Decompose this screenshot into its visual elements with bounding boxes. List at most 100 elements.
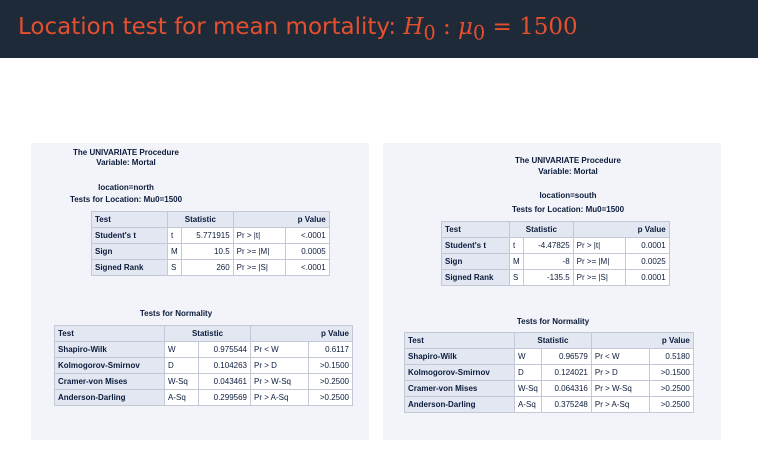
pvalue-label: Pr >= |S| bbox=[232, 259, 286, 276]
group-label: location=north bbox=[98, 183, 154, 192]
statistic-value: 5.771915 bbox=[180, 227, 234, 244]
col-header-test: Test bbox=[441, 221, 510, 238]
normality-tests-table: Test Statistic p Value Shapiro-Wilk W 0.… bbox=[54, 325, 353, 406]
panel-north: The UNIVARIATE Procedure Variable: Morta… bbox=[31, 143, 369, 440]
pvalue-label: Pr >= |M| bbox=[232, 243, 286, 260]
statistic-value: 0.975544 bbox=[198, 341, 251, 358]
test-name: Anderson-Darling bbox=[404, 396, 515, 413]
table-header-row: Test Statistic p Value bbox=[91, 211, 330, 228]
table-row: Signed Rank S -135.5 Pr >= |S| 0.0001 bbox=[441, 269, 670, 286]
table-row: Anderson-Darling A-Sq 0.375248 Pr > A-Sq… bbox=[404, 396, 694, 413]
col-header-statistic: Statistic bbox=[509, 221, 574, 238]
title-bar: Location test for mean mortality: H0 : μ… bbox=[0, 0, 758, 58]
math-equals: = bbox=[492, 14, 512, 40]
table-row: Sign M 10.5 Pr >= |M| 0.0005 bbox=[91, 243, 330, 260]
statistic-value: 260 bbox=[180, 259, 234, 276]
pvalue-label: Pr < W bbox=[590, 348, 650, 365]
table-row: Shapiro-Wilk W 0.96579 Pr < W 0.5180 bbox=[404, 348, 694, 365]
test-name: Anderson-Darling bbox=[54, 389, 165, 406]
statistic-value: 0.043461 bbox=[198, 373, 251, 390]
math-h: H bbox=[403, 14, 424, 40]
col-header-pvalue: p Value bbox=[232, 211, 330, 228]
col-header-pvalue: p Value bbox=[590, 332, 694, 349]
col-header-statistic: Statistic bbox=[164, 325, 251, 342]
statistic-value: 0.96579 bbox=[540, 348, 592, 365]
pvalue: 0.0001 bbox=[624, 269, 670, 286]
pvalue-label: Pr > A-Sq bbox=[250, 389, 309, 406]
location-tests-table: Test Statistic p Value Student's t t -4.… bbox=[441, 221, 670, 286]
test-symbol: W-Sq bbox=[514, 380, 542, 397]
test-name: Signed Rank bbox=[91, 259, 168, 276]
statistic-value: 10.5 bbox=[180, 243, 234, 260]
statistic-value: 0.299569 bbox=[198, 389, 251, 406]
pvalue-label: Pr < W bbox=[250, 341, 309, 358]
table-row: Shapiro-Wilk W 0.975544 Pr < W 0.6117 bbox=[54, 341, 353, 358]
test-name: Shapiro-Wilk bbox=[404, 348, 515, 365]
pvalue: <.0001 bbox=[284, 227, 330, 244]
pvalue: 0.0005 bbox=[284, 243, 330, 260]
table-row: Kolmogorov-Smirnov D 0.104263 Pr > D >0.… bbox=[54, 357, 353, 374]
col-header-test: Test bbox=[54, 325, 165, 342]
test-symbol: S bbox=[509, 269, 524, 286]
normality-table-title: Tests for Normality bbox=[516, 317, 590, 326]
table-header-row: Test Statistic p Value bbox=[404, 332, 694, 349]
col-header-statistic: Statistic bbox=[167, 211, 234, 228]
test-symbol: A-Sq bbox=[514, 396, 542, 413]
test-name: Signed Rank bbox=[441, 269, 510, 286]
test-symbol: W-Sq bbox=[164, 373, 199, 390]
pvalue-label: Pr > A-Sq bbox=[590, 396, 650, 413]
pvalue: >0.2500 bbox=[648, 380, 694, 397]
pvalue: 0.5180 bbox=[648, 348, 694, 365]
test-name: Cramer-von Mises bbox=[404, 380, 515, 397]
col-header-test: Test bbox=[91, 211, 168, 228]
test-symbol: A-Sq bbox=[164, 389, 199, 406]
panel-south: The UNIVARIATE Procedure Variable: Morta… bbox=[383, 143, 721, 440]
pvalue-label: Pr > W-Sq bbox=[250, 373, 309, 390]
table-row: Student's t t -4.47825 Pr > |t| 0.0001 bbox=[441, 237, 670, 254]
test-symbol: t bbox=[167, 227, 182, 244]
test-symbol: W bbox=[514, 348, 542, 365]
location-table-title: Tests for Location: Mu0=1500 bbox=[69, 195, 183, 204]
math-value: 1500 bbox=[519, 14, 578, 40]
variable-label: Variable: Mortal bbox=[538, 167, 598, 176]
table-header-row: Test Statistic p Value bbox=[441, 221, 670, 238]
test-symbol: D bbox=[514, 364, 542, 381]
table-row: Anderson-Darling A-Sq 0.299569 Pr > A-Sq… bbox=[54, 389, 353, 406]
table-row: Student's t t 5.771915 Pr > |t| <.0001 bbox=[91, 227, 330, 244]
test-symbol: S bbox=[167, 259, 182, 276]
slide-title: Location test for mean mortality: H0 : μ… bbox=[18, 14, 578, 45]
pvalue: >0.1500 bbox=[648, 364, 694, 381]
test-name: Sign bbox=[441, 253, 510, 270]
test-symbol: W bbox=[164, 341, 199, 358]
table-row: Signed Rank S 260 Pr >= |S| <.0001 bbox=[91, 259, 330, 276]
pvalue: <.0001 bbox=[284, 259, 330, 276]
table-row: Kolmogorov-Smirnov D 0.124021 Pr > D >0.… bbox=[404, 364, 694, 381]
pvalue: >0.2500 bbox=[648, 396, 694, 413]
pvalue: >0.1500 bbox=[308, 357, 353, 374]
normality-tests-table: Test Statistic p Value Shapiro-Wilk W 0.… bbox=[404, 332, 694, 413]
location-table-title: Tests for Location: Mu0=1500 bbox=[511, 205, 625, 214]
table-row: Cramer-von Mises W-Sq 0.064316 Pr > W-Sq… bbox=[404, 380, 694, 397]
pvalue-label: Pr > D bbox=[590, 364, 650, 381]
test-name: Student's t bbox=[91, 227, 168, 244]
statistic-value: 0.104263 bbox=[198, 357, 251, 374]
pvalue-label: Pr >= |M| bbox=[572, 253, 626, 270]
pvalue: >0.2500 bbox=[308, 389, 353, 406]
math-h-sub: 0 bbox=[423, 21, 436, 45]
col-header-test: Test bbox=[404, 332, 515, 349]
procedure-title: The UNIVARIATE Procedure bbox=[73, 148, 179, 157]
test-name: Student's t bbox=[441, 237, 510, 254]
col-header-pvalue: p Value bbox=[572, 221, 670, 238]
test-symbol: t bbox=[509, 237, 524, 254]
group-label: location=south bbox=[539, 191, 597, 200]
statistic-value: 0.375248 bbox=[540, 396, 592, 413]
pvalue-label: Pr > |t| bbox=[572, 237, 626, 254]
pvalue: 0.6117 bbox=[308, 341, 353, 358]
test-symbol: D bbox=[164, 357, 199, 374]
test-name: Kolmogorov-Smirnov bbox=[54, 357, 165, 374]
col-header-pvalue: p Value bbox=[250, 325, 353, 342]
variable-label: Variable: Mortal bbox=[96, 158, 156, 167]
procedure-title: The UNIVARIATE Procedure bbox=[515, 156, 621, 165]
test-symbol: M bbox=[167, 243, 182, 260]
pvalue-label: Pr > D bbox=[250, 357, 309, 374]
